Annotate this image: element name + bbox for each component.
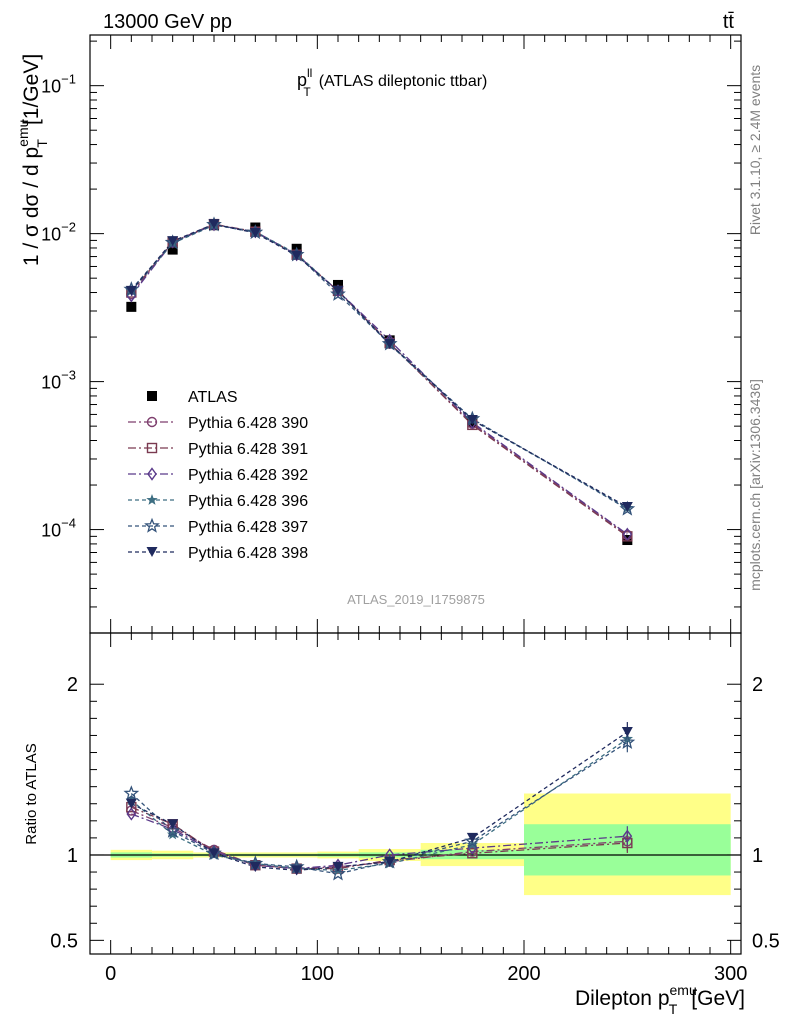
x-axis-label: Dilepton pemu T [GeV] <box>575 982 745 1017</box>
ratio-point-5 <box>208 848 220 859</box>
legend-marker <box>144 517 160 533</box>
ratio-point-5 <box>466 832 478 843</box>
legend: ATLAS Pythia 6.428 390 Pythia 6.428 391 Pyt… <box>128 389 308 562</box>
ratio-line-4 <box>130 741 628 875</box>
legend-label: Pythia 6.428 398 <box>188 545 308 562</box>
ratio-y-tick-label-right: 0.5 <box>752 930 780 952</box>
mc-point-6 <box>384 338 396 349</box>
ratio-y-tick-label-right: 2 <box>752 674 763 696</box>
process-label: tt̄ <box>723 11 735 33</box>
mc-point-6 <box>167 236 179 247</box>
ratio-point-5 <box>384 856 396 867</box>
legend-label: Pythia 6.428 396 <box>188 493 308 510</box>
analysis-watermark: ATLAS_2019_I1759875 <box>347 592 485 607</box>
data-point <box>126 301 137 312</box>
main-y-tick-label: 10−4 <box>41 516 76 541</box>
ratio-point-5 <box>621 727 633 738</box>
ratio-point-2 <box>622 829 633 843</box>
main-title: pll T(ATLAS dileptonic ttbar) <box>297 66 487 99</box>
series-line-1 <box>130 224 628 536</box>
mc-point-6 <box>332 285 344 296</box>
mc-point-6 <box>466 415 478 426</box>
ratio-point-1 <box>622 837 633 849</box>
mc-point-6 <box>621 502 633 513</box>
legend-label: ATLAS <box>188 389 238 406</box>
ratio-point-5 <box>291 865 303 876</box>
data-point <box>167 244 178 255</box>
main-frame <box>89 34 742 634</box>
mc-point-6 <box>249 227 261 238</box>
ratio-point-2 <box>126 807 137 821</box>
ratio-point-4 <box>123 785 140 801</box>
main-y-tick-label: 10−3 <box>41 368 76 393</box>
energy-label: 13000 GeV pp <box>103 11 232 33</box>
mc-point-6 <box>291 250 303 261</box>
mc-point-6 <box>208 219 220 230</box>
ratio-point-1 <box>467 848 478 859</box>
ratio-point-5 <box>167 819 179 830</box>
ratio-line-5 <box>131 731 628 871</box>
ratio-point-4 <box>619 733 636 749</box>
legend-marker <box>146 442 158 454</box>
series-line-3 <box>130 224 628 535</box>
legend-label: Pythia 6.428 390 <box>188 415 308 432</box>
x-tick-label: 0 <box>105 963 116 985</box>
legend-label: Pythia 6.428 392 <box>188 467 308 484</box>
legend-marker <box>146 416 158 428</box>
ratio-point-5 <box>249 861 261 872</box>
legend-marker <box>147 467 157 481</box>
mc-point-3 <box>622 527 633 541</box>
ratio-point-5 <box>332 861 344 872</box>
legend-marker <box>147 391 157 401</box>
ratio-point-3 <box>621 732 634 744</box>
main-y-axis-label: 1 / σ dσ / d pemu T[1/GeV] <box>15 54 50 266</box>
ratio-point-5 <box>125 798 137 809</box>
ratio-y-tick-label-left: 1 <box>67 845 78 867</box>
main-y-tick-label: 10−2 <box>41 220 76 245</box>
ratio-frame <box>89 632 742 955</box>
series-line-6 <box>130 223 628 508</box>
x-tick-label: 200 <box>507 963 540 985</box>
ratio-panel: 0.5 0.5 1 1 2 2 0 100 200 300 Ratio to ATLAS Dile… <box>23 632 780 1017</box>
ratio-y-tick-label-right: 1 <box>752 845 763 867</box>
ratio-point-4 <box>330 865 346 881</box>
ratio-point-4 <box>464 833 481 849</box>
ratio-y-tick-label-left: 0.5 <box>50 930 78 952</box>
rivet-label: Rivet 3.1.10, ≥ 2.4M events <box>747 65 763 235</box>
ratio-y-axis-label: Ratio to ATLAS <box>23 743 40 844</box>
legend-marker <box>146 547 158 557</box>
mc-point-6 <box>125 285 137 296</box>
legend-label: Pythia 6.428 391 <box>188 441 308 458</box>
legend-label: Pythia 6.428 397 <box>188 519 308 536</box>
ratio-y-tick-label-left: 2 <box>67 674 78 696</box>
series-line-2 <box>130 223 628 537</box>
legend-marker <box>146 494 158 505</box>
x-tick-label: 300 <box>714 963 747 985</box>
mcplots-label: mcplots.cern.ch [arXiv:1306.3436] <box>747 379 763 591</box>
mc-point-5 <box>330 285 346 301</box>
main-panel: 10−1 10−2 10−3 10−4 pll T(ATLAS dileptonic t… <box>15 34 742 634</box>
main-y-tick-label: 10−1 <box>41 72 76 97</box>
x-tick-label: 100 <box>301 963 334 985</box>
ratio-point-4 <box>164 822 181 838</box>
